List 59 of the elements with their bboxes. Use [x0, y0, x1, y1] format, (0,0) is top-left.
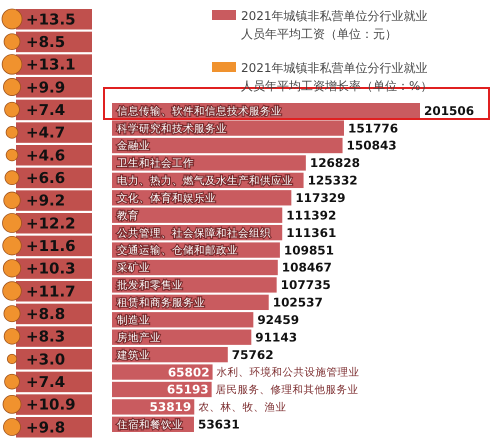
data-label: 53819 [150, 400, 192, 414]
data-label: 91143 [255, 330, 298, 344]
data-label: +11.6 [26, 237, 76, 256]
data-label: +9.9 [26, 78, 66, 96]
data-label: 125332 [308, 174, 358, 188]
data-label: 65193 [166, 382, 209, 397]
y-tick-label: 农、林、牧、渔业 [198, 400, 286, 414]
data-label: 102537 [272, 296, 323, 310]
data-label: +8.5 [26, 33, 66, 52]
data-label: +13.1 [26, 56, 76, 74]
data-label: 53631 [198, 418, 240, 432]
data-label: +9.2 [26, 192, 66, 210]
data-label: 201506 [424, 104, 474, 118]
y-tick-label: 建筑业 [116, 348, 150, 362]
y-tick-label: 文化、体育和娱乐业 [117, 191, 216, 204]
data-label: 108467 [282, 260, 332, 275]
y-tick-label: 制造业 [117, 313, 150, 326]
data-label: +6.6 [26, 169, 66, 188]
y-tick-label: 科学研究和技术服务业 [117, 122, 227, 135]
data-label: 111392 [286, 208, 336, 222]
y-tick-label: 租赁和商务服务业 [117, 296, 205, 310]
data-label: +4.7 [26, 124, 66, 142]
y-tick-label: 电力、热力、燃气及水生产和供应业 [117, 174, 293, 188]
data-label: +8.8 [26, 305, 66, 324]
data-label: 65802 [168, 365, 210, 380]
y-tick-label: 公共管理、社会保障和社会组织 [117, 226, 271, 240]
legend-label: 2021年城镇非私营单位分行业就业人员年平均工资（单位：元） [241, 9, 428, 41]
y-tick-label: 信息传输、软件和信息技术服务业 [117, 104, 282, 118]
data-label: +8.3 [26, 328, 66, 346]
data-label: +10.9 [26, 396, 76, 414]
data-label: 151776 [348, 121, 398, 136]
y-tick-label: 居民服务、修理和其他服务业 [216, 383, 359, 396]
y-tick-label: 教育 [117, 208, 139, 222]
y-tick-label: 采矿业 [117, 261, 150, 274]
data-label: 107735 [280, 278, 331, 292]
data-label: 92459 [257, 312, 300, 327]
y-tick-label: 水利、环境和公共设施管理业 [216, 366, 360, 379]
y-tick-label: 批发和零售业 [117, 278, 183, 292]
data-label: 75762 [232, 348, 274, 362]
y-tick-label: 金融业 [117, 139, 150, 152]
data-label: +7.4 [26, 101, 66, 120]
data-label: +4.6 [26, 146, 66, 164]
data-label: 117329 [295, 190, 346, 205]
data-label: 109851 [284, 243, 334, 258]
y-tick-label: 交通运输、仓储和邮政业 [117, 244, 238, 257]
data-label: +10.3 [26, 260, 76, 278]
data-label: +3.0 [26, 350, 66, 368]
data-label: 150843 [346, 138, 397, 153]
data-label: +9.8 [26, 418, 66, 436]
y-tick-label: 卫生和社会工作 [117, 156, 194, 170]
data-label: 126828 [310, 156, 360, 170]
bar [112, 208, 282, 223]
data-label: +11.7 [26, 282, 76, 300]
y-tick-label: 住宿和餐饮业 [117, 418, 183, 432]
data-label: +12.2 [26, 214, 76, 232]
data-label: +13.5 [26, 10, 76, 28]
data-label: 111361 [286, 226, 336, 240]
y-tick-label: 房地产业 [117, 330, 161, 344]
data-label: +7.4 [26, 373, 66, 392]
